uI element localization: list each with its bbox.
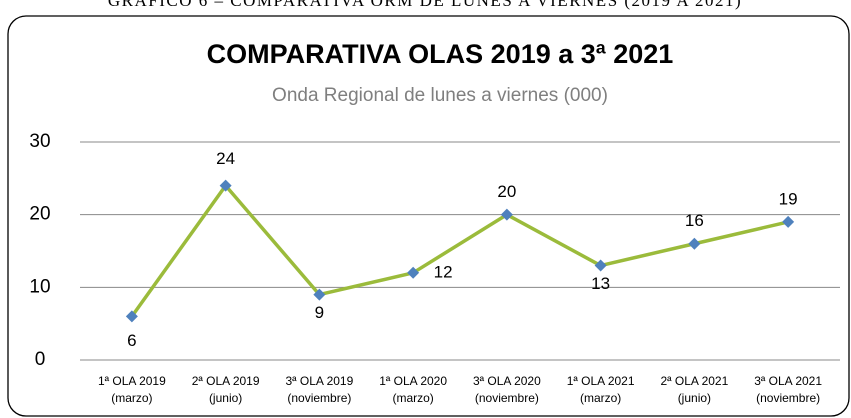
y-tick-label: 20 [29, 204, 50, 225]
y-tick-label: 0 [35, 349, 46, 370]
x-tick-label: 1ª OLA 2020 [379, 374, 447, 388]
marker [125, 310, 138, 323]
y-tick-label: 30 [29, 131, 50, 152]
marker [313, 288, 326, 301]
data-label: 24 [216, 149, 235, 168]
x-tick-label: 3ª OLA 2021 [754, 374, 822, 388]
x-tick-label: (junio) [209, 391, 242, 405]
marker [594, 259, 607, 272]
x-tick-label: (marzo) [111, 391, 152, 405]
x-tick-label: (junio) [678, 391, 711, 405]
marker [500, 208, 513, 221]
x-tick-label: 3ª OLA 2020 [473, 374, 541, 388]
data-label: 20 [497, 182, 516, 201]
x-tick-label: 2ª OLA 2019 [192, 374, 260, 388]
x-tick-label: 1ª OLA 2019 [98, 374, 166, 388]
x-tick-label: 1ª OLA 2021 [567, 374, 635, 388]
data-label: 19 [779, 189, 798, 208]
x-tick-label: 3ª OLA 2019 [285, 374, 353, 388]
marker [782, 215, 795, 228]
y-tick-label: 10 [29, 276, 50, 297]
marker [407, 266, 420, 279]
x-tick-label: (noviembre) [756, 391, 820, 405]
chart-title: COMPARATIVA OLAS 2019 a 3ª 2021 [207, 39, 674, 69]
x-tick-label: 2ª OLA 2021 [660, 374, 728, 388]
data-label: 16 [685, 211, 704, 230]
chart-subtitle: Onda Regional de lunes a viernes (000) [272, 85, 608, 106]
data-line [130, 183, 789, 318]
marker [688, 237, 701, 250]
data-label: 13 [591, 274, 610, 293]
marker [219, 179, 232, 192]
x-tick-label: (noviembre) [475, 391, 539, 405]
x-tick-label: (marzo) [580, 391, 621, 405]
data-label: 9 [315, 303, 324, 322]
frame [7, 15, 850, 417]
caption: GRÁFICO 6 – COMPARATIVA ORM DE LUNES A V… [108, 0, 742, 10]
x-tick-label: (noviembre) [287, 391, 351, 405]
data-label: 12 [434, 262, 453, 281]
data-label: 6 [127, 331, 136, 350]
x-tick-label: (marzo) [392, 391, 433, 405]
